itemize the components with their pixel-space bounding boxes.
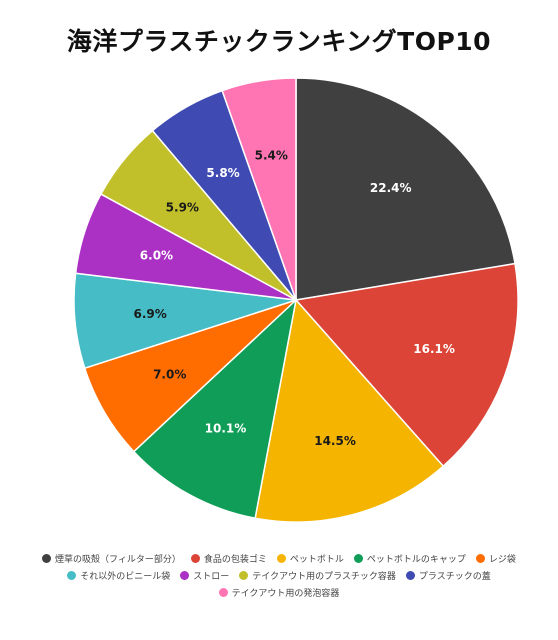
slice-data-label: 14.5% xyxy=(314,434,356,448)
legend-swatch xyxy=(405,571,415,580)
legend-item: 食品の包装ゴミ xyxy=(190,552,267,565)
legend-swatch xyxy=(67,571,77,580)
legend-item: ペットボトル xyxy=(276,552,344,565)
legend-swatch xyxy=(475,554,485,563)
legend-label: テイクアウト用の発泡容器 xyxy=(231,589,340,599)
slice-data-label: 7.0% xyxy=(153,367,186,381)
legend-label: ペットボトル xyxy=(289,555,344,565)
legend-label: それ以外のビニール袋 xyxy=(80,572,171,582)
legend-label: レジ袋 xyxy=(488,555,516,565)
slice-data-label: 5.8% xyxy=(206,166,239,180)
legend-row: テイクアウト用の発泡容器 xyxy=(0,584,558,601)
slice-data-label: 22.4% xyxy=(370,181,412,195)
pie-slice xyxy=(254,298,445,523)
legend-item: テイクアウト用の発泡容器 xyxy=(218,586,340,599)
legend-item: テイクアウト用のプラスチック容器 xyxy=(239,569,396,582)
chart-title: 海洋プラスチックランキングTOP10 xyxy=(66,27,492,56)
legend-row: 煙草の吸殻（フィルター部分） 食品の包装ゴミ ペットボトル ペットボトルのキャップ レジ… xyxy=(0,550,558,567)
legend-label: 煙草の吸殻（フィルター部分） xyxy=(55,555,181,565)
pie-slice xyxy=(294,262,519,468)
pie-slice xyxy=(132,297,298,520)
slice-data-label: 6.0% xyxy=(140,248,173,262)
slice-data-label: 5.4% xyxy=(255,149,288,163)
slice-data-label: 10.1% xyxy=(205,421,247,435)
legend-swatch xyxy=(218,588,228,597)
legend-item: ペットボトルのキャップ xyxy=(353,552,466,565)
legend-swatch xyxy=(353,554,363,563)
legend-item: ストロー xyxy=(180,569,229,582)
legend-swatch xyxy=(190,554,200,563)
legend-label: 食品の包装ゴミ xyxy=(203,555,267,565)
slice-data-label: 6.9% xyxy=(134,307,167,321)
legend-label: テイクアウト用のプラスチック容器 xyxy=(252,572,396,582)
pie-slice xyxy=(295,77,516,301)
legend-row: それ以外のビニール袋 ストロー テイクアウト用のプラスチック容器 プラスチックの蓋 xyxy=(0,567,558,584)
legend-label: ペットボトルのキャップ xyxy=(366,555,466,565)
legend-swatch xyxy=(239,571,249,580)
pie-chart: 22.4% 16.1% 14.5% 10.1% 7.0% 6.9% 6.0% 5.9% 5.8%… xyxy=(73,77,519,523)
legend-label: プラスチックの蓋 xyxy=(418,572,491,582)
legend-item: 煙草の吸殻（フィルター部分） xyxy=(42,552,181,565)
legend-swatch xyxy=(42,554,52,563)
pie-slice xyxy=(221,77,297,301)
chart-legend: 煙草の吸殻（フィルター部分） 食品の包装ゴミ ペットボトル ペットボトルのキャップ レジ… xyxy=(0,550,558,601)
legend-item: レジ袋 xyxy=(475,552,516,565)
legend-swatch xyxy=(180,571,190,580)
legend-label: ストロー xyxy=(193,572,230,582)
slice-data-label: 16.1% xyxy=(413,342,455,356)
slice-data-label: 5.9% xyxy=(166,201,199,215)
legend-swatch xyxy=(276,554,286,563)
legend-item: プラスチックの蓋 xyxy=(405,569,491,582)
legend-item: それ以外のビニール袋 xyxy=(67,569,170,582)
